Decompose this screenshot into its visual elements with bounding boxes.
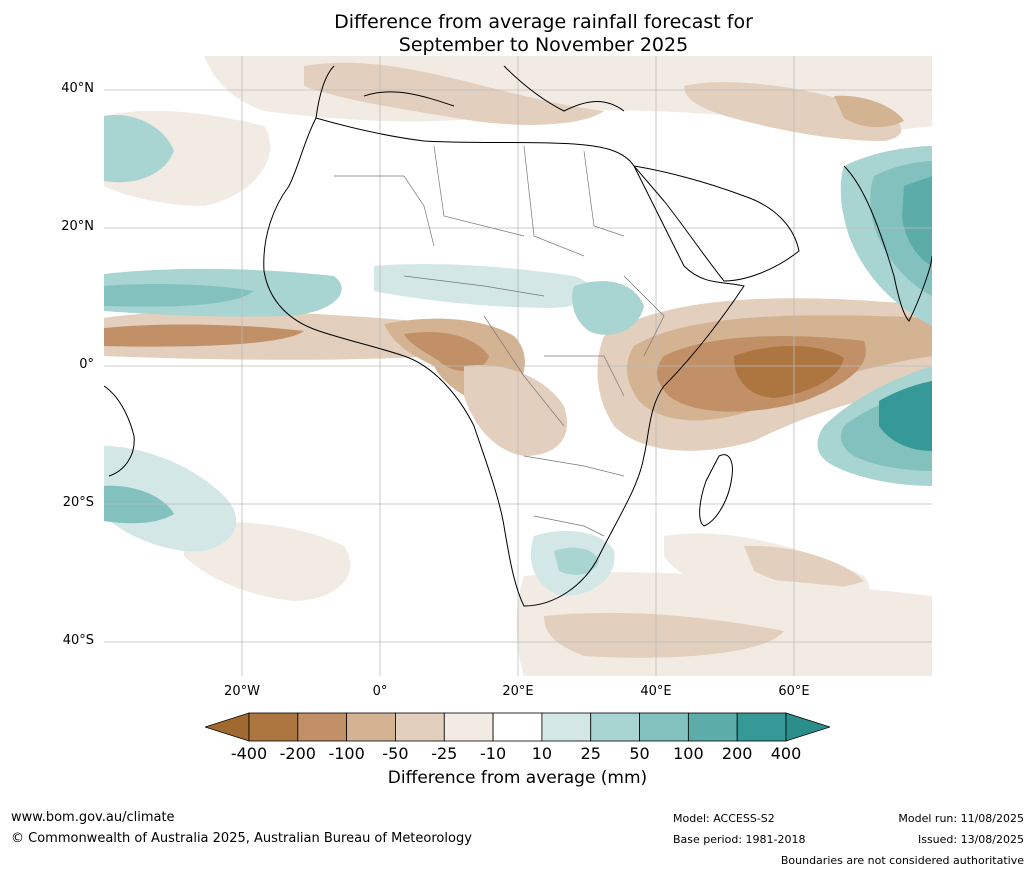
cb-label: 25 (580, 744, 601, 763)
bom-climate-link[interactable]: www.bom.gov.au/climate (11, 810, 175, 825)
dry-central-africa (464, 365, 568, 456)
dry-southern-ocean-b (544, 612, 784, 658)
cb-label: 50 (629, 744, 650, 763)
cb-label: -400 (230, 744, 268, 763)
wet-east-indian-core (879, 381, 932, 451)
lon-label-20e: 20°E (502, 684, 534, 699)
coastlines (104, 65, 932, 607)
cb-label: 400 (770, 744, 802, 763)
cb-label: 100 (673, 744, 704, 763)
wet-south-atlantic-core (104, 485, 174, 524)
dry-middle-east (684, 82, 902, 141)
colorbar-segment (443, 712, 494, 742)
wet-south-africa-core (554, 547, 599, 575)
colorbar-segment (639, 712, 689, 742)
colorbar-segment (590, 712, 640, 742)
madagascar-coastline (699, 454, 733, 527)
dry-mediterranean (304, 62, 604, 125)
wet-atlantic-northwest (104, 115, 174, 183)
map-title-line-2: September to November 2025 (398, 34, 689, 56)
colorbar-segment (346, 712, 396, 742)
wet-east-africa (572, 281, 644, 335)
dry-middle-east-core (834, 95, 904, 128)
wet-atlantic-band-core (104, 283, 254, 307)
africa-coastline (263, 117, 745, 607)
dry-band-west-core (104, 324, 304, 347)
lon-label-60e: 60°E (778, 684, 810, 699)
colorbar-arrow-left (205, 712, 250, 742)
rainfall-map (104, 56, 932, 676)
cb-label: -10 (480, 744, 507, 763)
lat-label-20n: 20°N (61, 219, 94, 234)
map-title-line-1: Difference from average rainfall forecas… (334, 11, 753, 33)
colorbar-segment (541, 712, 592, 742)
cb-label: -100 (328, 744, 365, 763)
cb-label: -200 (279, 744, 316, 763)
cb-label: 200 (721, 744, 753, 763)
boundaries-disclaimer: Boundaries are not considered authoritat… (780, 854, 1024, 867)
country-borders (334, 145, 665, 537)
lon-label-40e: 40°E (640, 684, 672, 699)
colorbar-title: Difference from average (mm) (387, 768, 648, 788)
lat-label-40s: 40°S (62, 633, 94, 648)
wet-arabian-sea-core (902, 176, 932, 266)
lon-label-20w: 20°W (224, 684, 260, 699)
base-period-text: Base period: 1981-2018 (673, 833, 806, 846)
dry-southern-indian-b (744, 545, 864, 589)
colorbar-arrow-right (785, 712, 830, 742)
dry-indian-ocean-darkest (734, 346, 844, 398)
colorbar-segment (248, 712, 299, 742)
lat-label-0: 0° (79, 357, 94, 372)
cb-label: -50 (382, 744, 409, 763)
south-america-coastline (104, 385, 135, 477)
dry-atlantic-south (184, 522, 351, 601)
colorbar (205, 712, 830, 742)
colorbar-segment (395, 712, 445, 742)
dry-gulf-guinea-core (404, 332, 489, 372)
model-text: Model: ACCESS-S2 (673, 812, 775, 825)
cb-label: -25 (431, 744, 458, 763)
wet-south-atlantic (104, 446, 237, 552)
india-coastline (843, 165, 932, 322)
issued-text: Issued: 13/08/2025 (917, 833, 1024, 846)
model-run-text: Model run: 11/08/2025 (898, 812, 1024, 825)
colorbar-segment (687, 712, 738, 742)
colorbar-segment (736, 712, 787, 742)
europe-coastline (315, 65, 625, 119)
colorbar-segment (297, 712, 348, 742)
map-gridlines (104, 56, 932, 676)
lon-label-0: 0° (372, 684, 388, 699)
copyright-text: © Commonwealth of Australia 2025, Austra… (11, 831, 472, 846)
arabia-coastline (632, 165, 800, 282)
cb-label: 10 (531, 744, 553, 763)
lat-label-40n: 40°N (61, 81, 94, 96)
colorbar-segment (492, 712, 543, 742)
lat-label-20s: 20°S (62, 495, 94, 510)
